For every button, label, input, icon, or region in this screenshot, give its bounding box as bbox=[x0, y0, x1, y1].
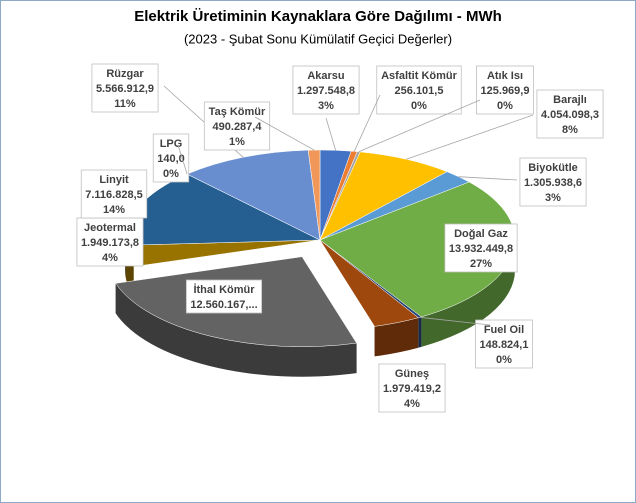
leader-line bbox=[419, 316, 491, 326]
label-box bbox=[536, 89, 604, 139]
label-value: 13.932.449,8 bbox=[449, 243, 513, 255]
label-value: 1.305.938,6 bbox=[524, 177, 582, 189]
slice bbox=[186, 149, 321, 241]
label-percent: 27% bbox=[470, 258, 492, 270]
label-percent: 3% bbox=[545, 192, 561, 204]
label-percent: 0% bbox=[411, 100, 427, 112]
data-label: Güneş 1.979.419,2 4% bbox=[378, 363, 446, 413]
label-box bbox=[376, 65, 462, 115]
label-box bbox=[292, 65, 360, 115]
leader-line bbox=[458, 176, 518, 181]
chart-title: Elektrik Üretiminin Kaynaklara Göre Dağı… bbox=[134, 8, 502, 25]
label-name: Biyokütle bbox=[528, 162, 578, 174]
data-label: Fuel Oil 148.824,1 0% bbox=[475, 319, 533, 369]
label-value: 12.560.167,... bbox=[190, 299, 257, 311]
slice-side bbox=[374, 317, 419, 357]
label-name: Güneş bbox=[395, 368, 429, 380]
leader-line bbox=[353, 94, 381, 152]
label-value: 148.824,1 bbox=[480, 339, 529, 351]
label-percent: 3% bbox=[318, 100, 334, 112]
data-label: Doğal Gaz 13.932.449,8 27% bbox=[444, 223, 518, 273]
label-name: Atık Isı bbox=[487, 70, 523, 82]
data-label: Asfaltit Kömür 256.101,5 0% bbox=[376, 65, 462, 115]
leader-line bbox=[177, 144, 188, 175]
label-box bbox=[152, 133, 190, 183]
leader-line bbox=[254, 116, 315, 151]
label-box bbox=[519, 157, 587, 207]
data-label: İthal Kömür 12.560.167,... bbox=[185, 279, 263, 314]
label-value: 4.054.098,3 bbox=[541, 109, 599, 121]
label-name: Fuel Oil bbox=[484, 324, 524, 336]
slice bbox=[319, 151, 448, 241]
data-label: LPG 140,0 0% bbox=[152, 133, 190, 183]
label-value: 256.101,5 bbox=[395, 85, 444, 97]
label-percent: 0% bbox=[163, 168, 179, 180]
data-label: Jeotermal 1.949.173,8 4% bbox=[76, 217, 144, 267]
label-value: 1.949.173,8 bbox=[81, 237, 139, 249]
label-name: Jeotermal bbox=[84, 222, 136, 234]
label-name: Akarsu bbox=[307, 70, 344, 82]
label-box bbox=[378, 363, 446, 413]
data-label: Taş Kömür 490.287,4 1% bbox=[203, 101, 271, 151]
label-percent: 4% bbox=[102, 252, 118, 264]
label-name: Asfaltit Kömür bbox=[381, 70, 458, 82]
label-box bbox=[91, 63, 159, 113]
label-name: İthal Kömür bbox=[193, 283, 255, 296]
leader-line bbox=[325, 117, 337, 151]
data-label: Biyokütle 1.305.938,6 3% bbox=[519, 157, 587, 207]
label-value: 125.969,9 bbox=[481, 85, 530, 97]
label-box bbox=[185, 279, 263, 314]
label-percent: 1% bbox=[229, 136, 245, 148]
label-name: LPG bbox=[160, 138, 183, 150]
label-box bbox=[476, 65, 534, 115]
label-value: 1.297.548,8 bbox=[297, 85, 355, 97]
data-label: Rüzgar 5.566.912,9 11% bbox=[91, 63, 159, 113]
label-percent: 0% bbox=[497, 100, 513, 112]
label-name: Barajlı bbox=[553, 94, 587, 106]
label-box bbox=[203, 101, 271, 151]
data-label: Linyit 7.116.828,5 14% bbox=[80, 169, 148, 219]
label-name: Rüzgar bbox=[106, 68, 144, 80]
data-label: Atık Isı 125.969,9 0% bbox=[476, 65, 534, 115]
label-box bbox=[444, 223, 518, 273]
label-value: 7.116.828,5 bbox=[85, 189, 143, 201]
leader-line bbox=[358, 99, 481, 153]
slice bbox=[319, 239, 419, 327]
label-percent: 4% bbox=[404, 398, 420, 410]
label-percent: 14% bbox=[103, 204, 125, 216]
label-percent: 8% bbox=[562, 124, 578, 136]
label-value: 1.979.419,2 bbox=[383, 383, 441, 395]
chart-subtitle: (2023 - Şubat Sonu Kümülatif Geçici Değe… bbox=[184, 31, 452, 46]
slice-side bbox=[115, 283, 357, 377]
label-box bbox=[76, 217, 144, 267]
label-name: Linyit bbox=[99, 174, 129, 186]
leader-line bbox=[406, 114, 534, 160]
label-box bbox=[475, 319, 533, 369]
label-box bbox=[80, 169, 148, 219]
data-label: Barajlı 4.054.098,3 8% bbox=[536, 89, 604, 139]
slice-side bbox=[418, 316, 422, 348]
label-name: Taş Kömür bbox=[209, 106, 266, 118]
data-label: Akarsu 1.297.548,8 3% bbox=[292, 65, 360, 115]
label-value: 140,0 bbox=[157, 153, 185, 165]
label-percent: 0% bbox=[496, 354, 512, 366]
label-percent: 11% bbox=[114, 98, 136, 110]
label-value: 5.566.912,9 bbox=[96, 83, 154, 95]
label-value: 490.287,4 bbox=[213, 121, 263, 133]
label-name: Doğal Gaz bbox=[454, 228, 508, 240]
